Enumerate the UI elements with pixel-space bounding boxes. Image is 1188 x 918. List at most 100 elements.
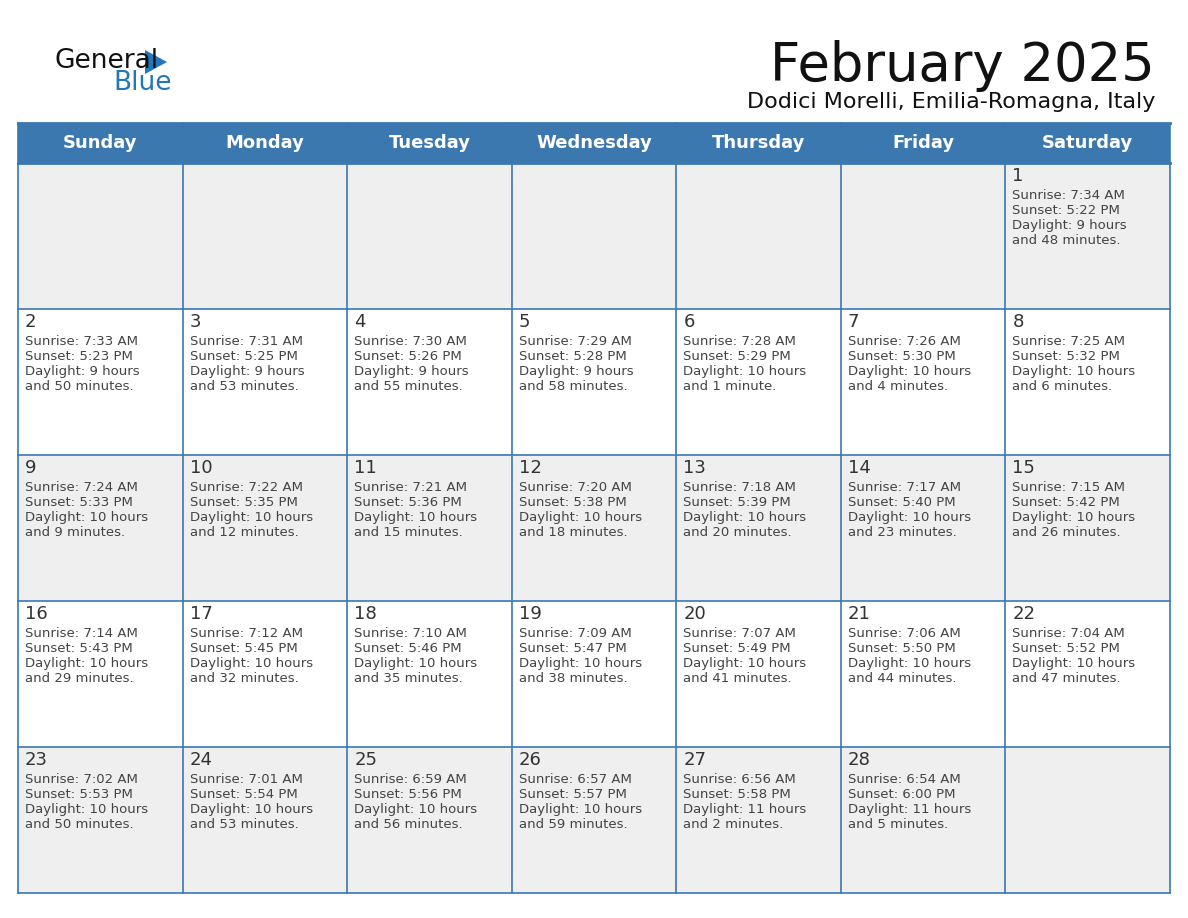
Text: Daylight: 10 hours: Daylight: 10 hours	[25, 803, 148, 816]
Text: 17: 17	[190, 605, 213, 623]
Text: Daylight: 10 hours: Daylight: 10 hours	[1012, 511, 1136, 524]
Text: Sunset: 5:46 PM: Sunset: 5:46 PM	[354, 642, 462, 655]
Text: Sunrise: 7:15 AM: Sunrise: 7:15 AM	[1012, 481, 1125, 494]
Text: Sunrise: 7:20 AM: Sunrise: 7:20 AM	[519, 481, 632, 494]
Text: Daylight: 10 hours: Daylight: 10 hours	[519, 511, 642, 524]
Text: Daylight: 10 hours: Daylight: 10 hours	[25, 511, 148, 524]
Text: Sunrise: 7:07 AM: Sunrise: 7:07 AM	[683, 627, 796, 640]
Text: and 38 minutes.: and 38 minutes.	[519, 672, 627, 685]
Text: Daylight: 10 hours: Daylight: 10 hours	[519, 657, 642, 670]
Text: Blue: Blue	[113, 70, 171, 96]
Text: 10: 10	[190, 459, 213, 477]
Text: Sunset: 5:49 PM: Sunset: 5:49 PM	[683, 642, 791, 655]
Text: Sunrise: 7:31 AM: Sunrise: 7:31 AM	[190, 335, 303, 348]
Text: Sunset: 5:29 PM: Sunset: 5:29 PM	[683, 350, 791, 363]
Text: 23: 23	[25, 751, 48, 769]
Text: and 55 minutes.: and 55 minutes.	[354, 380, 463, 393]
Bar	[18, 601, 1170, 747]
Text: 22: 22	[1012, 605, 1036, 623]
Bar	[18, 309, 1170, 455]
Text: Sunrise: 7:25 AM: Sunrise: 7:25 AM	[1012, 335, 1125, 348]
Text: Sunrise: 7:14 AM: Sunrise: 7:14 AM	[25, 627, 138, 640]
Text: Sunset: 5:38 PM: Sunset: 5:38 PM	[519, 496, 626, 509]
Text: and 9 minutes.: and 9 minutes.	[25, 526, 125, 539]
Text: Sunset: 5:23 PM: Sunset: 5:23 PM	[25, 350, 133, 363]
Text: Sunset: 5:47 PM: Sunset: 5:47 PM	[519, 642, 626, 655]
Text: and 35 minutes.: and 35 minutes.	[354, 672, 463, 685]
Text: and 59 minutes.: and 59 minutes.	[519, 818, 627, 831]
Text: and 48 minutes.: and 48 minutes.	[1012, 234, 1121, 247]
Text: Daylight: 11 hours: Daylight: 11 hours	[848, 803, 971, 816]
Bar	[18, 163, 1170, 309]
Text: Daylight: 11 hours: Daylight: 11 hours	[683, 803, 807, 816]
Text: Saturday: Saturday	[1042, 134, 1133, 152]
Text: Daylight: 10 hours: Daylight: 10 hours	[848, 657, 971, 670]
Text: 18: 18	[354, 605, 377, 623]
Text: Daylight: 10 hours: Daylight: 10 hours	[354, 657, 478, 670]
Text: and 32 minutes.: and 32 minutes.	[190, 672, 298, 685]
Text: Sunrise: 7:24 AM: Sunrise: 7:24 AM	[25, 481, 138, 494]
Text: Daylight: 10 hours: Daylight: 10 hours	[190, 657, 312, 670]
Text: Sunset: 5:54 PM: Sunset: 5:54 PM	[190, 788, 297, 801]
Text: Thursday: Thursday	[712, 134, 805, 152]
Text: Sunset: 5:30 PM: Sunset: 5:30 PM	[848, 350, 955, 363]
Text: 14: 14	[848, 459, 871, 477]
Text: Sunrise: 7:01 AM: Sunrise: 7:01 AM	[190, 773, 303, 786]
Text: Sunset: 6:00 PM: Sunset: 6:00 PM	[848, 788, 955, 801]
Text: and 4 minutes.: and 4 minutes.	[848, 380, 948, 393]
Text: General: General	[55, 48, 159, 74]
Text: Daylight: 9 hours: Daylight: 9 hours	[25, 365, 140, 378]
Text: Daylight: 10 hours: Daylight: 10 hours	[190, 511, 312, 524]
Text: and 53 minutes.: and 53 minutes.	[190, 818, 298, 831]
Text: Daylight: 10 hours: Daylight: 10 hours	[25, 657, 148, 670]
Text: 6: 6	[683, 313, 695, 331]
Text: 16: 16	[25, 605, 48, 623]
Text: Sunrise: 7:10 AM: Sunrise: 7:10 AM	[354, 627, 467, 640]
Polygon shape	[145, 50, 168, 74]
Text: 7: 7	[848, 313, 859, 331]
Text: Sunset: 5:26 PM: Sunset: 5:26 PM	[354, 350, 462, 363]
Text: Sunrise: 7:21 AM: Sunrise: 7:21 AM	[354, 481, 467, 494]
Text: Sunrise: 7:12 AM: Sunrise: 7:12 AM	[190, 627, 303, 640]
Text: Sunset: 5:25 PM: Sunset: 5:25 PM	[190, 350, 297, 363]
Text: Sunset: 5:52 PM: Sunset: 5:52 PM	[1012, 642, 1120, 655]
Text: 20: 20	[683, 605, 706, 623]
Text: and 23 minutes.: and 23 minutes.	[848, 526, 956, 539]
Text: Dodici Morelli, Emilia-Romagna, Italy: Dodici Morelli, Emilia-Romagna, Italy	[746, 92, 1155, 112]
Text: 2: 2	[25, 313, 37, 331]
Text: Daylight: 10 hours: Daylight: 10 hours	[848, 511, 971, 524]
Text: Daylight: 9 hours: Daylight: 9 hours	[519, 365, 633, 378]
Text: 5: 5	[519, 313, 530, 331]
Text: and 18 minutes.: and 18 minutes.	[519, 526, 627, 539]
Text: Daylight: 10 hours: Daylight: 10 hours	[354, 803, 478, 816]
Text: and 58 minutes.: and 58 minutes.	[519, 380, 627, 393]
Text: Daylight: 10 hours: Daylight: 10 hours	[683, 511, 807, 524]
Text: 3: 3	[190, 313, 201, 331]
Text: 15: 15	[1012, 459, 1035, 477]
Text: and 6 minutes.: and 6 minutes.	[1012, 380, 1112, 393]
Text: Sunrise: 7:22 AM: Sunrise: 7:22 AM	[190, 481, 303, 494]
Text: Sunset: 5:42 PM: Sunset: 5:42 PM	[1012, 496, 1120, 509]
Text: Daylight: 10 hours: Daylight: 10 hours	[190, 803, 312, 816]
Text: and 44 minutes.: and 44 minutes.	[848, 672, 956, 685]
Text: Sunrise: 7:29 AM: Sunrise: 7:29 AM	[519, 335, 632, 348]
Text: Sunrise: 7:02 AM: Sunrise: 7:02 AM	[25, 773, 138, 786]
Text: Sunrise: 7:17 AM: Sunrise: 7:17 AM	[848, 481, 961, 494]
Text: 28: 28	[848, 751, 871, 769]
Bar	[18, 455, 1170, 601]
Text: Daylight: 10 hours: Daylight: 10 hours	[848, 365, 971, 378]
Text: and 47 minutes.: and 47 minutes.	[1012, 672, 1121, 685]
Text: Sunset: 5:58 PM: Sunset: 5:58 PM	[683, 788, 791, 801]
Text: and 15 minutes.: and 15 minutes.	[354, 526, 463, 539]
Text: Daylight: 10 hours: Daylight: 10 hours	[1012, 365, 1136, 378]
Text: Sunrise: 6:59 AM: Sunrise: 6:59 AM	[354, 773, 467, 786]
Text: and 20 minutes.: and 20 minutes.	[683, 526, 792, 539]
Text: Sunset: 5:32 PM: Sunset: 5:32 PM	[1012, 350, 1120, 363]
Text: Sunset: 5:56 PM: Sunset: 5:56 PM	[354, 788, 462, 801]
Text: Daylight: 10 hours: Daylight: 10 hours	[519, 803, 642, 816]
Text: Sunrise: 6:57 AM: Sunrise: 6:57 AM	[519, 773, 632, 786]
Text: and 12 minutes.: and 12 minutes.	[190, 526, 298, 539]
Text: Sunrise: 7:26 AM: Sunrise: 7:26 AM	[848, 335, 961, 348]
Text: Sunset: 5:53 PM: Sunset: 5:53 PM	[25, 788, 133, 801]
Text: 4: 4	[354, 313, 366, 331]
